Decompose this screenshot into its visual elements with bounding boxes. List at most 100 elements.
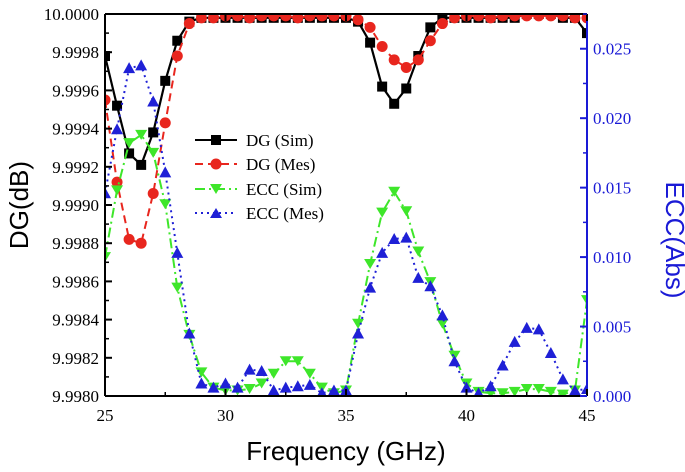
legend-marker-ecc-sim xyxy=(210,184,222,194)
point-ecc-mes-24 xyxy=(388,233,401,245)
point-ecc-mes-9 xyxy=(207,381,220,393)
point-ecc-sim-22 xyxy=(364,259,377,270)
point-ecc-mes-26 xyxy=(412,271,425,283)
point-dg-mes-3 xyxy=(135,237,147,249)
point-dg-sim-22 xyxy=(365,37,376,48)
point-ecc-mes-18 xyxy=(317,387,327,396)
point-ecc-sim-23 xyxy=(376,207,389,218)
point-ecc-mes-13 xyxy=(255,364,268,376)
left-tick-label: 10.0000 xyxy=(44,5,99,24)
left-tick-label: 9.9984 xyxy=(52,311,99,330)
left-tick-label: 9.9998 xyxy=(52,43,99,62)
point-dg-mes-23 xyxy=(376,40,388,52)
left-tick-label: 9.9980 xyxy=(52,387,99,406)
legend-label-ecc-sim: ECC (Sim) xyxy=(246,180,322,199)
point-ecc-sim-13 xyxy=(255,378,268,389)
ticks-layer: 25 30 35 40 45 9.9980 9.9982 9.9984 9.9986 9.9988… xyxy=(44,5,632,425)
point-dg-mes-35 xyxy=(521,14,533,22)
point-ecc-sim-36 xyxy=(532,384,545,395)
series-dg-sim xyxy=(105,14,587,170)
point-dg-sim-23 xyxy=(377,81,388,92)
x-tick-label: 40 xyxy=(458,406,475,425)
point-ecc-mes-5 xyxy=(159,166,172,178)
legend-entry-ecc-sim: ECC (Sim) xyxy=(195,180,322,199)
right-tick-label: 0.025 xyxy=(593,40,631,59)
point-dg-sim-5 xyxy=(160,75,171,86)
point-ecc-mes-1 xyxy=(111,123,124,135)
point-ecc-sim-4 xyxy=(147,147,160,158)
point-dg-mes-13 xyxy=(256,14,268,22)
point-dg-mes-25 xyxy=(400,61,412,73)
point-dg-mes-33 xyxy=(497,14,509,22)
point-ecc-mes-7 xyxy=(183,327,196,339)
series-ecc-mes xyxy=(105,59,587,396)
legend-entry-ecc-mes: ECC (Mes) xyxy=(195,204,324,223)
point-ecc-sim-2 xyxy=(123,138,136,149)
point-dg-mes-0 xyxy=(105,94,111,106)
point-ecc-mes-29 xyxy=(448,355,461,367)
point-ecc-mes-4 xyxy=(147,95,160,107)
point-dg-mes-22 xyxy=(364,21,376,33)
point-ecc-mes-39 xyxy=(568,384,581,396)
point-ecc-sim-33 xyxy=(496,388,509,396)
point-dg-sim-1 xyxy=(112,100,123,111)
point-ecc-sim-15 xyxy=(279,356,292,367)
series-line-dg-mes xyxy=(105,14,587,245)
point-dg-mes-26 xyxy=(412,54,424,66)
right-axis-title: ECC(Abs) xyxy=(660,181,685,298)
point-ecc-mes-3 xyxy=(135,59,148,71)
left-tick-label: 9.9982 xyxy=(52,349,99,368)
point-ecc-sim-8 xyxy=(195,367,208,378)
legend-entry-dg-sim: DG (Sim) xyxy=(195,131,314,150)
point-ecc-sim-21 xyxy=(352,318,365,329)
point-dg-mes-36 xyxy=(533,14,545,22)
point-dg-mes-39 xyxy=(569,14,581,24)
point-ecc-sim-16 xyxy=(291,356,304,367)
legend-label-ecc-mes: ECC (Mes) xyxy=(246,204,324,223)
point-dg-mes-28 xyxy=(436,18,448,30)
point-dg-sim-4 xyxy=(148,127,159,138)
left-axis-title: DG(dB) xyxy=(4,161,34,249)
point-ecc-sim-35 xyxy=(520,384,533,395)
point-ecc-mes-8 xyxy=(195,377,208,389)
point-ecc-sim-26 xyxy=(412,246,425,257)
point-dg-mes-31 xyxy=(473,14,485,22)
point-dg-mes-11 xyxy=(232,14,244,22)
point-dg-mes-9 xyxy=(207,14,219,24)
point-dg-mes-24 xyxy=(388,54,400,66)
point-dg-sim-25 xyxy=(401,83,412,94)
point-dg-mes-14 xyxy=(268,14,280,22)
point-dg-mes-1 xyxy=(111,176,123,188)
point-ecc-sim-6 xyxy=(171,282,184,293)
point-ecc-mes-19 xyxy=(327,384,340,396)
right-tick-label: 0.010 xyxy=(593,248,631,267)
legend-label-dg-sim: DG (Sim) xyxy=(246,131,314,150)
point-ecc-mes-27 xyxy=(424,280,437,292)
right-tick-label: 0.020 xyxy=(593,109,631,128)
point-ecc-mes-0 xyxy=(105,187,111,199)
series-layer xyxy=(105,14,587,396)
point-dg-mes-29 xyxy=(448,14,460,24)
point-ecc-mes-21 xyxy=(352,327,365,339)
legend-label-dg-mes: DG (Mes) xyxy=(246,155,315,174)
point-ecc-mes-16 xyxy=(291,380,304,392)
point-ecc-sim-34 xyxy=(508,386,521,396)
point-ecc-sim-24 xyxy=(388,186,401,197)
left-tick-label: 9.9996 xyxy=(52,81,99,100)
x-tick-label: 45 xyxy=(579,406,596,425)
point-ecc-mes-15 xyxy=(279,381,292,393)
series-dg-mes xyxy=(105,14,587,249)
point-ecc-sim-3 xyxy=(135,129,148,140)
point-ecc-sim-5 xyxy=(159,199,172,210)
point-ecc-mes-32 xyxy=(484,380,497,392)
point-ecc-mes-25 xyxy=(400,231,413,243)
point-dg-mes-32 xyxy=(485,14,497,24)
right-tick-label: 0.005 xyxy=(593,318,631,337)
point-ecc-mes-34 xyxy=(508,335,521,347)
point-dg-mes-37 xyxy=(545,14,557,22)
right-tick-label: 0.000 xyxy=(593,387,631,406)
legend-entry-dg-mes: DG (Mes) xyxy=(195,155,315,174)
series-ecc-sim xyxy=(105,129,587,396)
point-ecc-mes-11 xyxy=(231,381,244,393)
